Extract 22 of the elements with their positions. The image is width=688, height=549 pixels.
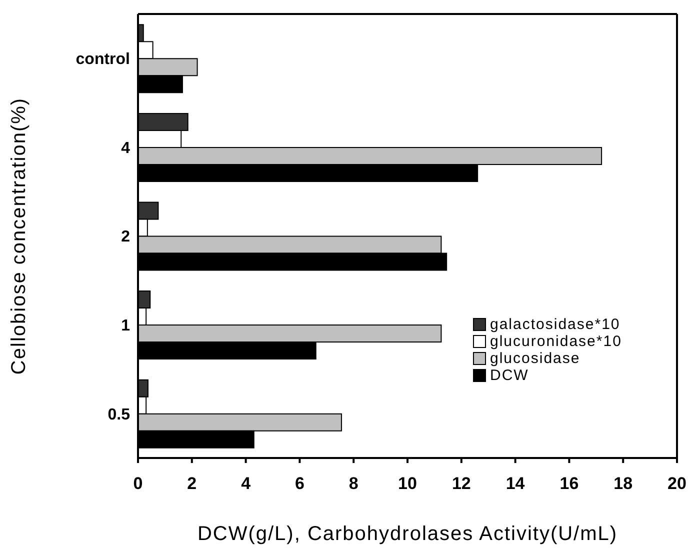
x-tick-label: 10 xyxy=(398,474,417,494)
y-axis-title: Cellobiose concentration(%) xyxy=(8,97,30,375)
x-tick-label: 12 xyxy=(452,474,471,494)
legend-label: galactosidase*10 xyxy=(490,316,620,333)
y-tick-label: 0.5 xyxy=(108,406,130,424)
y-tick-label: 4 xyxy=(121,140,130,157)
x-tick-label: 0 xyxy=(133,474,143,494)
x-tick-label: 14 xyxy=(506,474,526,494)
x-tick-label: 2 xyxy=(187,474,197,494)
legend-label: glucosidase xyxy=(490,350,580,367)
y-tick-label: 1 xyxy=(121,317,130,334)
legend-label: glucuronidase*10 xyxy=(490,333,622,350)
x-tick-label: 20 xyxy=(668,474,686,494)
x-tick-label: 18 xyxy=(614,474,633,494)
y-tick-label: 2 xyxy=(121,228,130,246)
x-tick-label: 4 xyxy=(241,474,252,494)
y-tick-label: control xyxy=(76,51,130,68)
x-tick-label: 8 xyxy=(348,474,358,494)
x-tick-label: 16 xyxy=(560,474,579,494)
x-tick-label: 6 xyxy=(294,474,304,494)
legend-label: DCW xyxy=(490,367,529,384)
x-axis-title: DCW(g/L), Carbohydrolases Activity(U/mL) xyxy=(197,523,618,545)
